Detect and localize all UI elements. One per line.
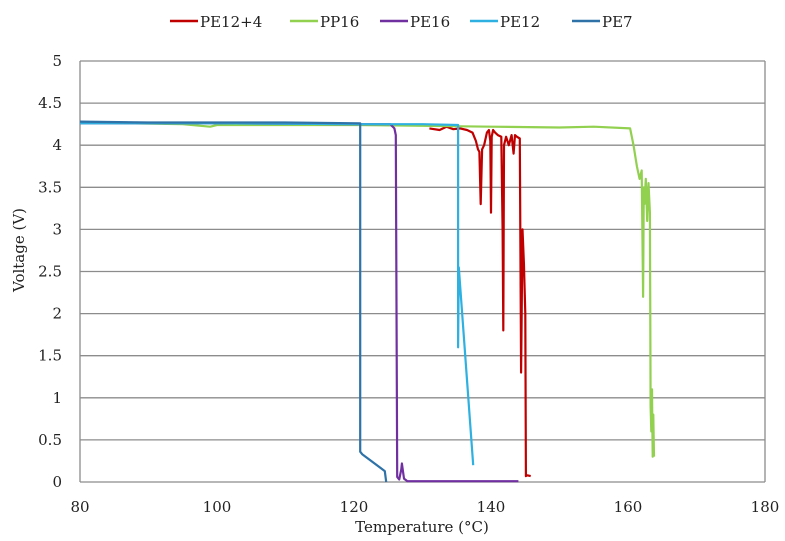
y-tick-label: 3.5 [38, 178, 62, 196]
legend-label: PE12 [500, 13, 540, 31]
x-tick-label: 120 [340, 498, 369, 516]
y-tick-label: 4 [52, 136, 62, 154]
legend-label: PE7 [602, 13, 633, 31]
y-tick-label: 0 [52, 473, 62, 491]
y-tick-labels: 0 0.5 1 1.5 2 2.5 3 3.5 4 4.5 5 [38, 52, 62, 491]
y-tick-label: 1 [52, 389, 62, 407]
y-tick-label: 2 [52, 305, 62, 323]
x-tick-label: 80 [70, 498, 89, 516]
legend-label: PE16 [410, 13, 450, 31]
x-tick-labels: 80 100 120 140 160 180 [70, 498, 779, 516]
y-tick-label: 4.5 [38, 94, 62, 112]
y-tick-label: 1.5 [38, 347, 62, 365]
y-axis-label: Voltage (V) [10, 208, 28, 293]
series-line-pp16 [79, 121, 656, 458]
series-line-pe7 [79, 120, 388, 483]
x-tick-label: 180 [751, 498, 780, 516]
legend-label: PE12+4 [200, 13, 262, 31]
x-tick-label: 160 [614, 498, 643, 516]
y-tick-label: 5 [52, 52, 62, 70]
gridlines [79, 60, 766, 483]
series-line-pe12 [80, 122, 475, 466]
x-axis-label: Temperature (°C) [355, 518, 489, 536]
x-tick-label: 100 [203, 498, 232, 516]
series-line-pe16 [80, 122, 519, 483]
y-tick-label: 2.5 [38, 263, 62, 281]
x-tick-label: 140 [477, 498, 506, 516]
y-tick-label: 3 [52, 220, 62, 238]
legend: PE12+4 PP16 PE16 PE12 PE7 [170, 13, 633, 31]
series-lines [79, 120, 656, 483]
legend-label: PP16 [320, 13, 359, 31]
y-tick-label: 0.5 [38, 431, 62, 449]
series-line-pe12-4 [429, 125, 531, 478]
